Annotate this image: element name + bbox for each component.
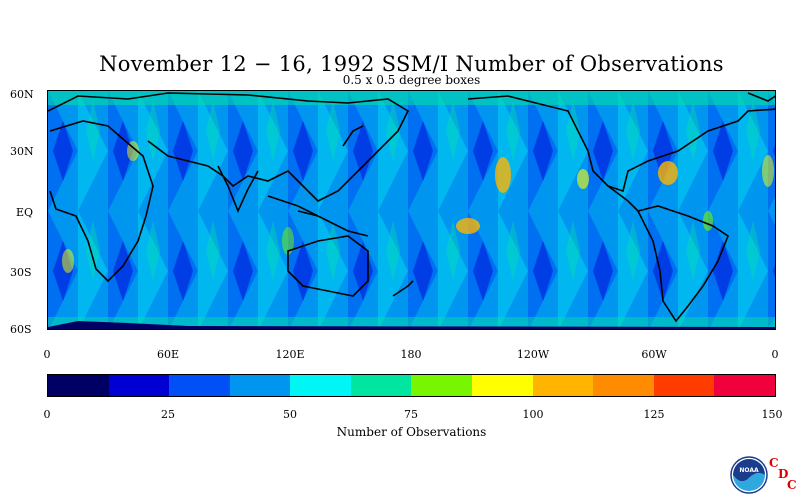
lat-label-30s: 30S (10, 266, 32, 279)
lat-label-30n: 30N (10, 145, 34, 158)
antarctica-coast (48, 321, 775, 329)
colorbar-title: Number of Observations (336, 425, 487, 439)
high-lat-band-north (48, 91, 775, 105)
colorbar-swatch-9 (593, 375, 654, 396)
colorbar-tick-0: 0 (43, 408, 51, 421)
colorbar-tick-25: 25 (161, 408, 175, 421)
lat-label-60s: 60S (10, 323, 32, 336)
colorbar-swatch-4 (290, 375, 351, 396)
data-field (48, 91, 775, 329)
lat-label-eq: EQ (16, 206, 34, 219)
lon-label-180: 180 (400, 348, 422, 361)
cdc-letter-d: D (778, 467, 789, 481)
observation-hotspots (62, 141, 774, 273)
lon-label-0-west: 0 (43, 348, 51, 361)
observation-map (47, 90, 776, 330)
lon-label-120e: 120E (275, 348, 305, 361)
color-legend (47, 374, 776, 397)
colorbar-swatch-6 (411, 375, 473, 396)
colorbar-swatch-0 (48, 375, 109, 396)
map-title: November 12 − 16, 1992 SSM/I Number of O… (99, 52, 724, 76)
colorbar-swatch-10 (653, 375, 715, 396)
map-subtitle: 0.5 x 0.5 degree boxes (342, 73, 481, 87)
noaa-logo-text: NOAA (739, 467, 759, 474)
colorbar-swatch-11 (714, 375, 775, 396)
colorbar-tick-125: 125 (643, 408, 665, 421)
coastlines (48, 92, 775, 323)
lon-label-120w: 120W (516, 348, 550, 361)
lon-label-0-east: 0 (771, 348, 779, 361)
cdc-letter-c1: C (769, 456, 779, 470)
observation-map-svg (48, 91, 775, 329)
colorbar-swatch-2 (169, 375, 230, 396)
colorbar-swatch-1 (108, 375, 170, 396)
colorbar-swatch-8 (532, 375, 594, 396)
lon-label-60e: 60E (156, 348, 180, 361)
noaa-logo: NOAA (730, 456, 768, 494)
high-lat-band-south (48, 317, 775, 329)
colorbar-tick-150: 150 (761, 408, 783, 421)
cdc-letter-c2: C (787, 478, 797, 492)
colorbar-swatch-5 (350, 375, 412, 396)
colorbar-tick-100: 100 (522, 408, 544, 421)
lon-label-60w: 60W (641, 348, 667, 361)
lat-label-60n: 60N (10, 88, 34, 101)
colorbar-tick-75: 75 (404, 408, 418, 421)
colorbar-tick-50: 50 (283, 408, 297, 421)
colorbar-swatch-3 (229, 375, 291, 396)
colorbar-swatch-7 (472, 375, 533, 396)
